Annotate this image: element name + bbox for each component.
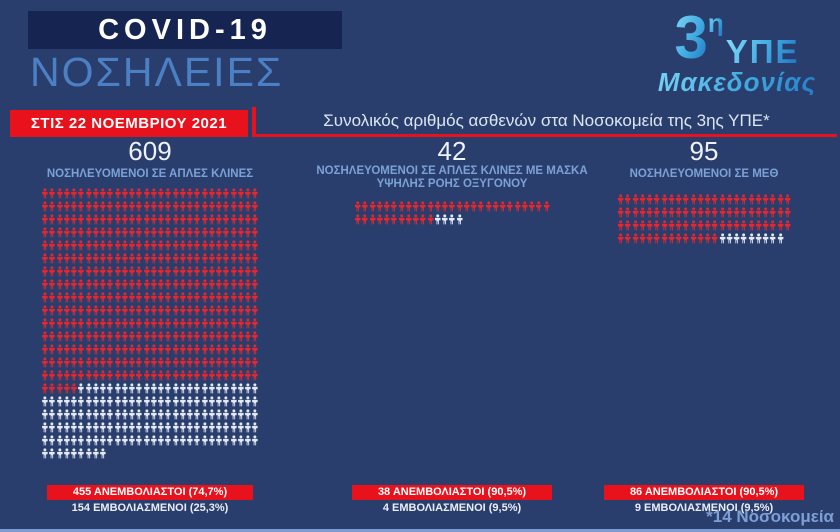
group-label: ΝΟΣΗΛΕΥΟΜΕΝΟΙ ΣΕ ΑΠΛΕΣ ΚΛΙΝΕΣ ΜΕ ΜΑΣΚΑ Υ… [316, 165, 588, 190]
bottom-accent-line [0, 529, 840, 532]
logo-region: Μακεδονίας [636, 69, 838, 95]
vaccinated-stat: 9 ΕΜΒΟΛΙΑΣΜΕΝΟΙ (9,5%) [634, 502, 774, 514]
group-label: ΝΟΣΗΛΕΥΟΜΕΝΟΙ ΣΕ ΑΠΛΕΣ ΚΛΙΝΕΣ [46, 168, 254, 180]
pictogram-grid [41, 187, 259, 460]
date-banner: ΣΤΙΣ 22 ΝΟΕΜΒΡΙΟΥ 2021 [10, 110, 248, 137]
patient-count: 95 [689, 136, 719, 166]
unvaccinated-stat: 455 ΑΝΕΜΒΟΛΙΑΣΤΟΙ (74,7%) [46, 485, 254, 500]
vaccinated-stat: 154 ΕΜΒΟΛΙΑΣΜΕΝΟΙ (25,3%) [71, 502, 229, 514]
pictogram-grid [354, 200, 550, 226]
group-stats: 455 ΑΝΕΜΒΟΛΙΑΣΤΟΙ (74,7%) 154 ΕΜΒΟΛΙΑΣΜΕ… [20, 482, 280, 514]
hospitalizations-subtitle: ΝΟΣΗΛΕΙΕΣ [30, 49, 284, 95]
unvaccinated-stat: 38 ΑΝΕΜΒΟΛΙΑΣΤΟΙ (90,5%) [351, 485, 553, 500]
chart-title: Συνολικός αριθμός ασθενών στα Νοσοκομεία… [252, 107, 837, 137]
patient-count: 609 [128, 136, 172, 166]
group-stats: 38 ΑΝΕΜΒΟΛΙΑΣΤΟΙ (90,5%) 4 ΕΜΒΟΛΙΑΣΜΕΝΟΙ… [306, 482, 598, 514]
pictogram-grid [617, 193, 791, 245]
group-stats: 86 ΑΝΕΜΒΟΛΙΑΣΤΟΙ (90,5%) 9 ΕΜΒΟΛΙΑΣΜΕΝΟΙ… [578, 482, 830, 514]
logo-number: 3 [674, 4, 708, 71]
group-high-flow-oxygen: 42 ΝΟΣΗΛΕΥΟΜΕΝΟΙ ΣΕ ΑΠΛΕΣ ΚΛΙΝΕΣ ΜΕ ΜΑΣΚ… [306, 0, 598, 532]
covid19-title-banner: COVID-19 [28, 11, 342, 49]
group-simple-beds: 609 ΝΟΣΗΛΕΥΟΜΕΝΟΙ ΣΕ ΑΠΛΕΣ ΚΛΙΝΕΣ 455 ΑΝ… [20, 0, 280, 532]
logo-top-row: 3 η ΥΠΕ [636, 4, 838, 71]
unvaccinated-stat: 86 ΑΝΕΜΒΟΛΙΑΣΤΟΙ (90,5%) [603, 485, 805, 500]
ype-makedonias-logo: 3 η ΥΠΕ Μακεδονίας [636, 4, 838, 96]
group-label: ΝΟΣΗΛΕΥΟΜΕΝΟΙ ΣΕ ΜΕΘ [629, 168, 779, 180]
group-icu: 95 ΝΟΣΗΛΕΥΟΜΕΝΟΙ ΣΕ ΜΕΘ 86 ΑΝΕΜΒΟΛΙΑΣΤΟΙ… [578, 0, 830, 532]
logo-superscript: η [707, 8, 724, 38]
logo-org: ΥΠΕ [725, 33, 800, 70]
hospitals-footnote: *14 Νοσοκομεία [706, 507, 834, 526]
patient-count: 42 [437, 136, 467, 166]
vaccinated-stat: 4 ΕΜΒΟΛΙΑΣΜΕΝΟΙ (9,5%) [382, 502, 522, 514]
